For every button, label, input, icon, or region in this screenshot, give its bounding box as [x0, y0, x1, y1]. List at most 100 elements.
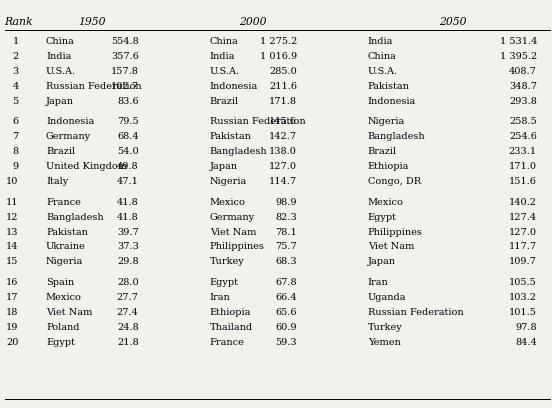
Text: 114.7: 114.7 [269, 177, 297, 186]
Text: 83.6: 83.6 [117, 97, 139, 106]
Text: Philippines: Philippines [210, 242, 264, 251]
Text: 1 531.4: 1 531.4 [500, 37, 537, 46]
Text: Rank: Rank [4, 17, 33, 27]
Text: 2: 2 [12, 52, 19, 61]
Text: Poland: Poland [46, 323, 79, 332]
Text: Yemen: Yemen [368, 338, 401, 347]
Text: Egypt: Egypt [210, 278, 238, 287]
Text: 28.0: 28.0 [117, 278, 139, 287]
Text: 24.8: 24.8 [117, 323, 139, 332]
Text: 39.7: 39.7 [117, 228, 139, 237]
Text: 82.3: 82.3 [275, 213, 297, 222]
Text: China: China [210, 37, 238, 46]
Text: Brazil: Brazil [368, 147, 397, 156]
Text: France: France [210, 338, 245, 347]
Text: 138.0: 138.0 [269, 147, 297, 156]
Text: 84.4: 84.4 [515, 338, 537, 347]
Text: 105.5: 105.5 [509, 278, 537, 287]
Text: Iran: Iran [210, 293, 230, 302]
Text: 127.0: 127.0 [269, 162, 297, 171]
Text: 14: 14 [6, 242, 19, 251]
Text: Pakistan: Pakistan [46, 228, 88, 237]
Text: U.S.A.: U.S.A. [210, 67, 240, 76]
Text: Indonesia: Indonesia [210, 82, 258, 91]
Text: Brazil: Brazil [210, 97, 238, 106]
Text: Mexico: Mexico [46, 293, 82, 302]
Text: India: India [210, 52, 235, 61]
Text: India: India [368, 37, 393, 46]
Text: Egypt: Egypt [46, 338, 75, 347]
Text: Brazil: Brazil [46, 147, 75, 156]
Text: Mexico: Mexico [210, 197, 246, 206]
Text: 3: 3 [12, 67, 19, 76]
Text: 142.7: 142.7 [269, 132, 297, 141]
Text: 293.8: 293.8 [509, 97, 537, 106]
Text: 554.8: 554.8 [111, 37, 139, 46]
Text: Pakistan: Pakistan [368, 82, 410, 91]
Text: 171.8: 171.8 [269, 97, 297, 106]
Text: Nigeria: Nigeria [368, 117, 405, 126]
Text: 21.8: 21.8 [117, 338, 139, 347]
Text: 68.4: 68.4 [117, 132, 139, 141]
Text: 2000: 2000 [240, 17, 267, 27]
Text: 49.8: 49.8 [117, 162, 139, 171]
Text: Ethiopia: Ethiopia [210, 308, 251, 317]
Text: 68.3: 68.3 [275, 257, 297, 266]
Text: 101.5: 101.5 [509, 308, 537, 317]
Text: Indonesia: Indonesia [46, 117, 94, 126]
Text: Bangladesh: Bangladesh [210, 147, 267, 156]
Text: 41.8: 41.8 [117, 197, 139, 206]
Text: 9: 9 [13, 162, 19, 171]
Text: 348.7: 348.7 [509, 82, 537, 91]
Text: 41.8: 41.8 [117, 213, 139, 222]
Text: Japan: Japan [210, 162, 237, 171]
Text: Nigeria: Nigeria [210, 177, 247, 186]
Text: Uganda: Uganda [368, 293, 406, 302]
Text: 67.8: 67.8 [275, 278, 297, 287]
Text: 254.6: 254.6 [509, 132, 537, 141]
Text: 54.0: 54.0 [117, 147, 139, 156]
Text: Egypt: Egypt [368, 213, 397, 222]
Text: 145.6: 145.6 [269, 117, 297, 126]
Text: 408.7: 408.7 [509, 67, 537, 76]
Text: 140.2: 140.2 [509, 197, 537, 206]
Text: India: India [46, 52, 71, 61]
Text: 15: 15 [6, 257, 19, 266]
Text: Viet Nam: Viet Nam [210, 228, 256, 237]
Text: Pakistan: Pakistan [210, 132, 252, 141]
Text: 8: 8 [13, 147, 19, 156]
Text: Italy: Italy [46, 177, 68, 186]
Text: 18: 18 [6, 308, 19, 317]
Text: 20: 20 [6, 338, 19, 347]
Text: 98.9: 98.9 [275, 197, 297, 206]
Text: Germany: Germany [210, 213, 254, 222]
Text: 16: 16 [6, 278, 19, 287]
Text: 211.6: 211.6 [269, 82, 297, 91]
Text: Russian Federation: Russian Federation [368, 308, 464, 317]
Text: Viet Nam: Viet Nam [368, 242, 414, 251]
Text: 357.6: 357.6 [111, 52, 139, 61]
Text: 102.7: 102.7 [111, 82, 139, 91]
Text: 103.2: 103.2 [509, 293, 537, 302]
Text: 2050: 2050 [439, 17, 466, 27]
Text: Japan: Japan [368, 257, 396, 266]
Text: 1 275.2: 1 275.2 [259, 37, 297, 46]
Text: 17: 17 [6, 293, 19, 302]
Text: Ethiopia: Ethiopia [368, 162, 409, 171]
Text: 109.7: 109.7 [509, 257, 537, 266]
Text: 117.7: 117.7 [509, 242, 537, 251]
Text: 1950: 1950 [78, 17, 106, 27]
Text: Viet Nam: Viet Nam [46, 308, 92, 317]
Text: Turkey: Turkey [368, 323, 402, 332]
Text: 157.8: 157.8 [111, 67, 139, 76]
Text: 27.7: 27.7 [117, 293, 139, 302]
Text: 75.7: 75.7 [275, 242, 297, 251]
Text: 1: 1 [12, 37, 19, 46]
Text: 127.4: 127.4 [509, 213, 537, 222]
Text: Germany: Germany [46, 132, 91, 141]
Text: 10: 10 [6, 177, 19, 186]
Text: 78.1: 78.1 [275, 228, 297, 237]
Text: 127.0: 127.0 [509, 228, 537, 237]
Text: 13: 13 [6, 228, 19, 237]
Text: 1 016.9: 1 016.9 [260, 52, 297, 61]
